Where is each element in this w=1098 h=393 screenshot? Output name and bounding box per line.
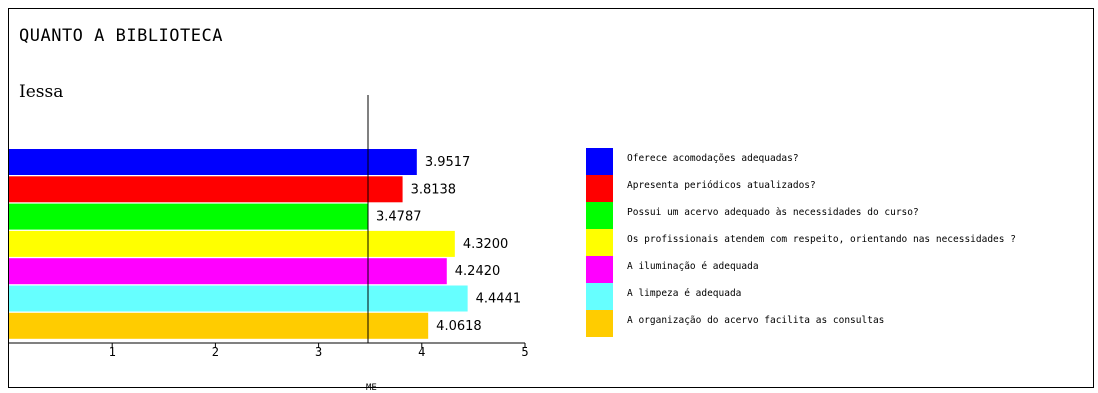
bar-value-label-1: 3.9517 [425, 155, 471, 170]
legend-swatch-6 [586, 283, 613, 310]
bar-1 [9, 149, 417, 175]
bar-2 [9, 176, 403, 203]
bar-value-label-7: 4.0618 [436, 319, 482, 334]
chart-title: QUANTO A BIBLIOTECA [19, 26, 223, 46]
legend-swatch-2 [586, 175, 613, 202]
legend-swatch-1 [586, 148, 613, 175]
bar-6 [9, 285, 468, 312]
bar-value-label-6: 4.4441 [476, 292, 521, 307]
x-tick-label-2: 2 [212, 345, 219, 359]
legend-label-6: A limpeza é adequada [627, 288, 741, 299]
x-tick-label-4: 4 [418, 345, 425, 359]
bar-value-label-3: 3.4787 [376, 210, 422, 225]
legend-label-1: Oferece acomodações adequadas? [627, 153, 799, 164]
legend-swatch-3 [586, 202, 613, 229]
legend-swatch-7 [586, 310, 613, 337]
x-tick-label-1: 1 [109, 345, 116, 359]
reference-line-label: ME [366, 383, 377, 393]
legend-label-4: Os profissionais atendem com respeito, o… [627, 234, 1016, 245]
x-tick-label-3: 3 [315, 345, 322, 359]
legend-label-2: Apresenta periódicos atualizados? [627, 180, 816, 191]
legend-label-7: A organização do acervo facilita as cons… [627, 315, 884, 326]
x-tick-label-5: 5 [521, 345, 528, 359]
bar-7 [9, 312, 429, 339]
legend-swatch-4 [586, 229, 613, 256]
legend-label-3: Possui um acervo adequado às necessidade… [627, 207, 919, 218]
chart-subtitle: Iessa [19, 82, 64, 102]
bar-value-label-2: 3.8138 [411, 182, 457, 197]
legend-swatch-5 [586, 256, 613, 283]
bar-3 [9, 203, 369, 230]
bar-value-label-5: 4.2420 [455, 264, 501, 279]
chart-frame [8, 8, 1094, 388]
bar-value-label-4: 4.3200 [463, 237, 509, 252]
legend-label-5: A iluminação é adequada [627, 261, 759, 272]
bar-5 [9, 258, 447, 285]
bar-4 [9, 230, 455, 257]
